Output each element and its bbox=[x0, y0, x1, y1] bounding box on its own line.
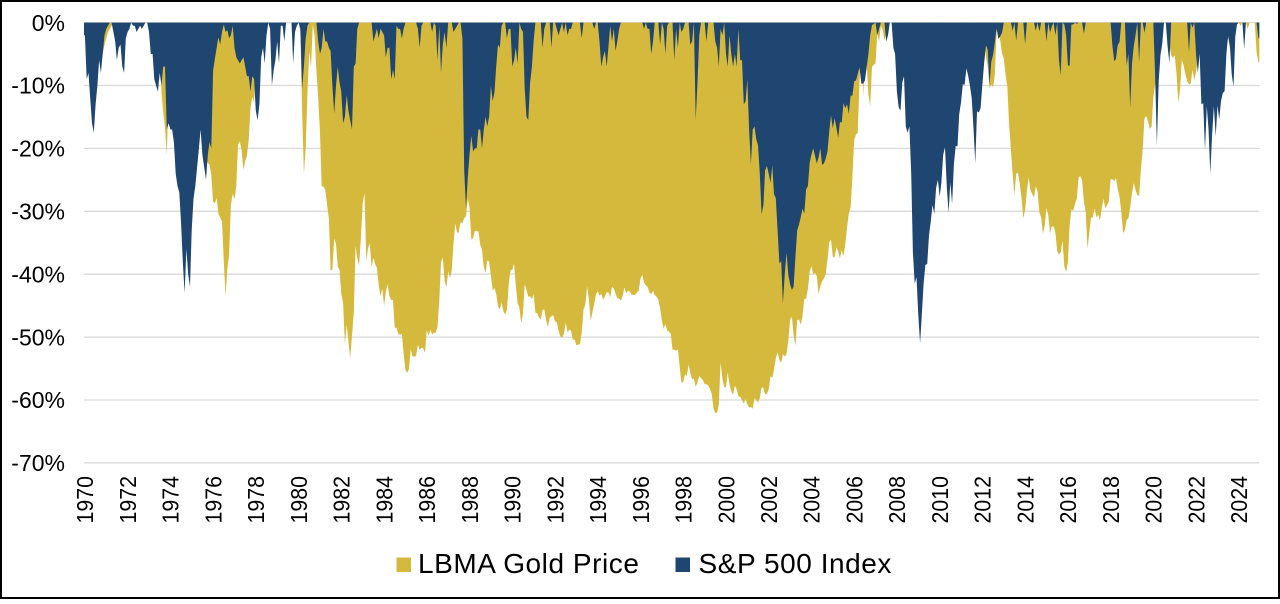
svg-text:1980: 1980 bbox=[286, 476, 312, 524]
svg-text:1976: 1976 bbox=[200, 476, 226, 524]
svg-text:1984: 1984 bbox=[371, 476, 397, 524]
svg-text:1996: 1996 bbox=[628, 476, 654, 524]
svg-text:1998: 1998 bbox=[671, 476, 697, 524]
svg-text:0%: 0% bbox=[32, 10, 65, 36]
svg-text:2022: 2022 bbox=[1183, 476, 1209, 524]
svg-text:-50%: -50% bbox=[11, 324, 65, 350]
svg-text:-60%: -60% bbox=[11, 387, 65, 413]
svg-text:-40%: -40% bbox=[11, 261, 65, 287]
svg-text:1982: 1982 bbox=[329, 476, 355, 524]
svg-text:1978: 1978 bbox=[243, 476, 269, 524]
svg-text:1994: 1994 bbox=[585, 476, 611, 524]
svg-text:-10%: -10% bbox=[11, 73, 65, 99]
svg-text:1974: 1974 bbox=[158, 476, 184, 524]
svg-text:2014: 2014 bbox=[1012, 476, 1038, 524]
svg-text:2018: 2018 bbox=[1098, 476, 1124, 524]
svg-text:2020: 2020 bbox=[1141, 476, 1167, 524]
svg-text:2024: 2024 bbox=[1226, 476, 1252, 524]
svg-text:-20%: -20% bbox=[11, 136, 65, 162]
svg-text:1972: 1972 bbox=[115, 476, 141, 524]
svg-text:2008: 2008 bbox=[884, 476, 910, 524]
svg-text:2016: 2016 bbox=[1055, 476, 1081, 524]
svg-text:2006: 2006 bbox=[842, 476, 868, 524]
svg-text:1986: 1986 bbox=[414, 476, 440, 524]
svg-text:1970: 1970 bbox=[72, 476, 98, 524]
svg-text:2002: 2002 bbox=[756, 476, 782, 524]
svg-text:1988: 1988 bbox=[457, 476, 483, 524]
svg-text:S&P 500 Index: S&P 500 Index bbox=[699, 548, 892, 579]
svg-text:LBMA Gold Price: LBMA Gold Price bbox=[418, 548, 639, 579]
svg-text:2004: 2004 bbox=[799, 476, 825, 524]
svg-text:2000: 2000 bbox=[713, 476, 739, 524]
svg-text:2012: 2012 bbox=[970, 476, 996, 524]
svg-text:2010: 2010 bbox=[927, 476, 953, 524]
svg-text:1992: 1992 bbox=[542, 476, 568, 524]
svg-text:1990: 1990 bbox=[500, 476, 526, 524]
svg-text:-30%: -30% bbox=[11, 199, 65, 225]
svg-text:-70%: -70% bbox=[11, 450, 65, 476]
